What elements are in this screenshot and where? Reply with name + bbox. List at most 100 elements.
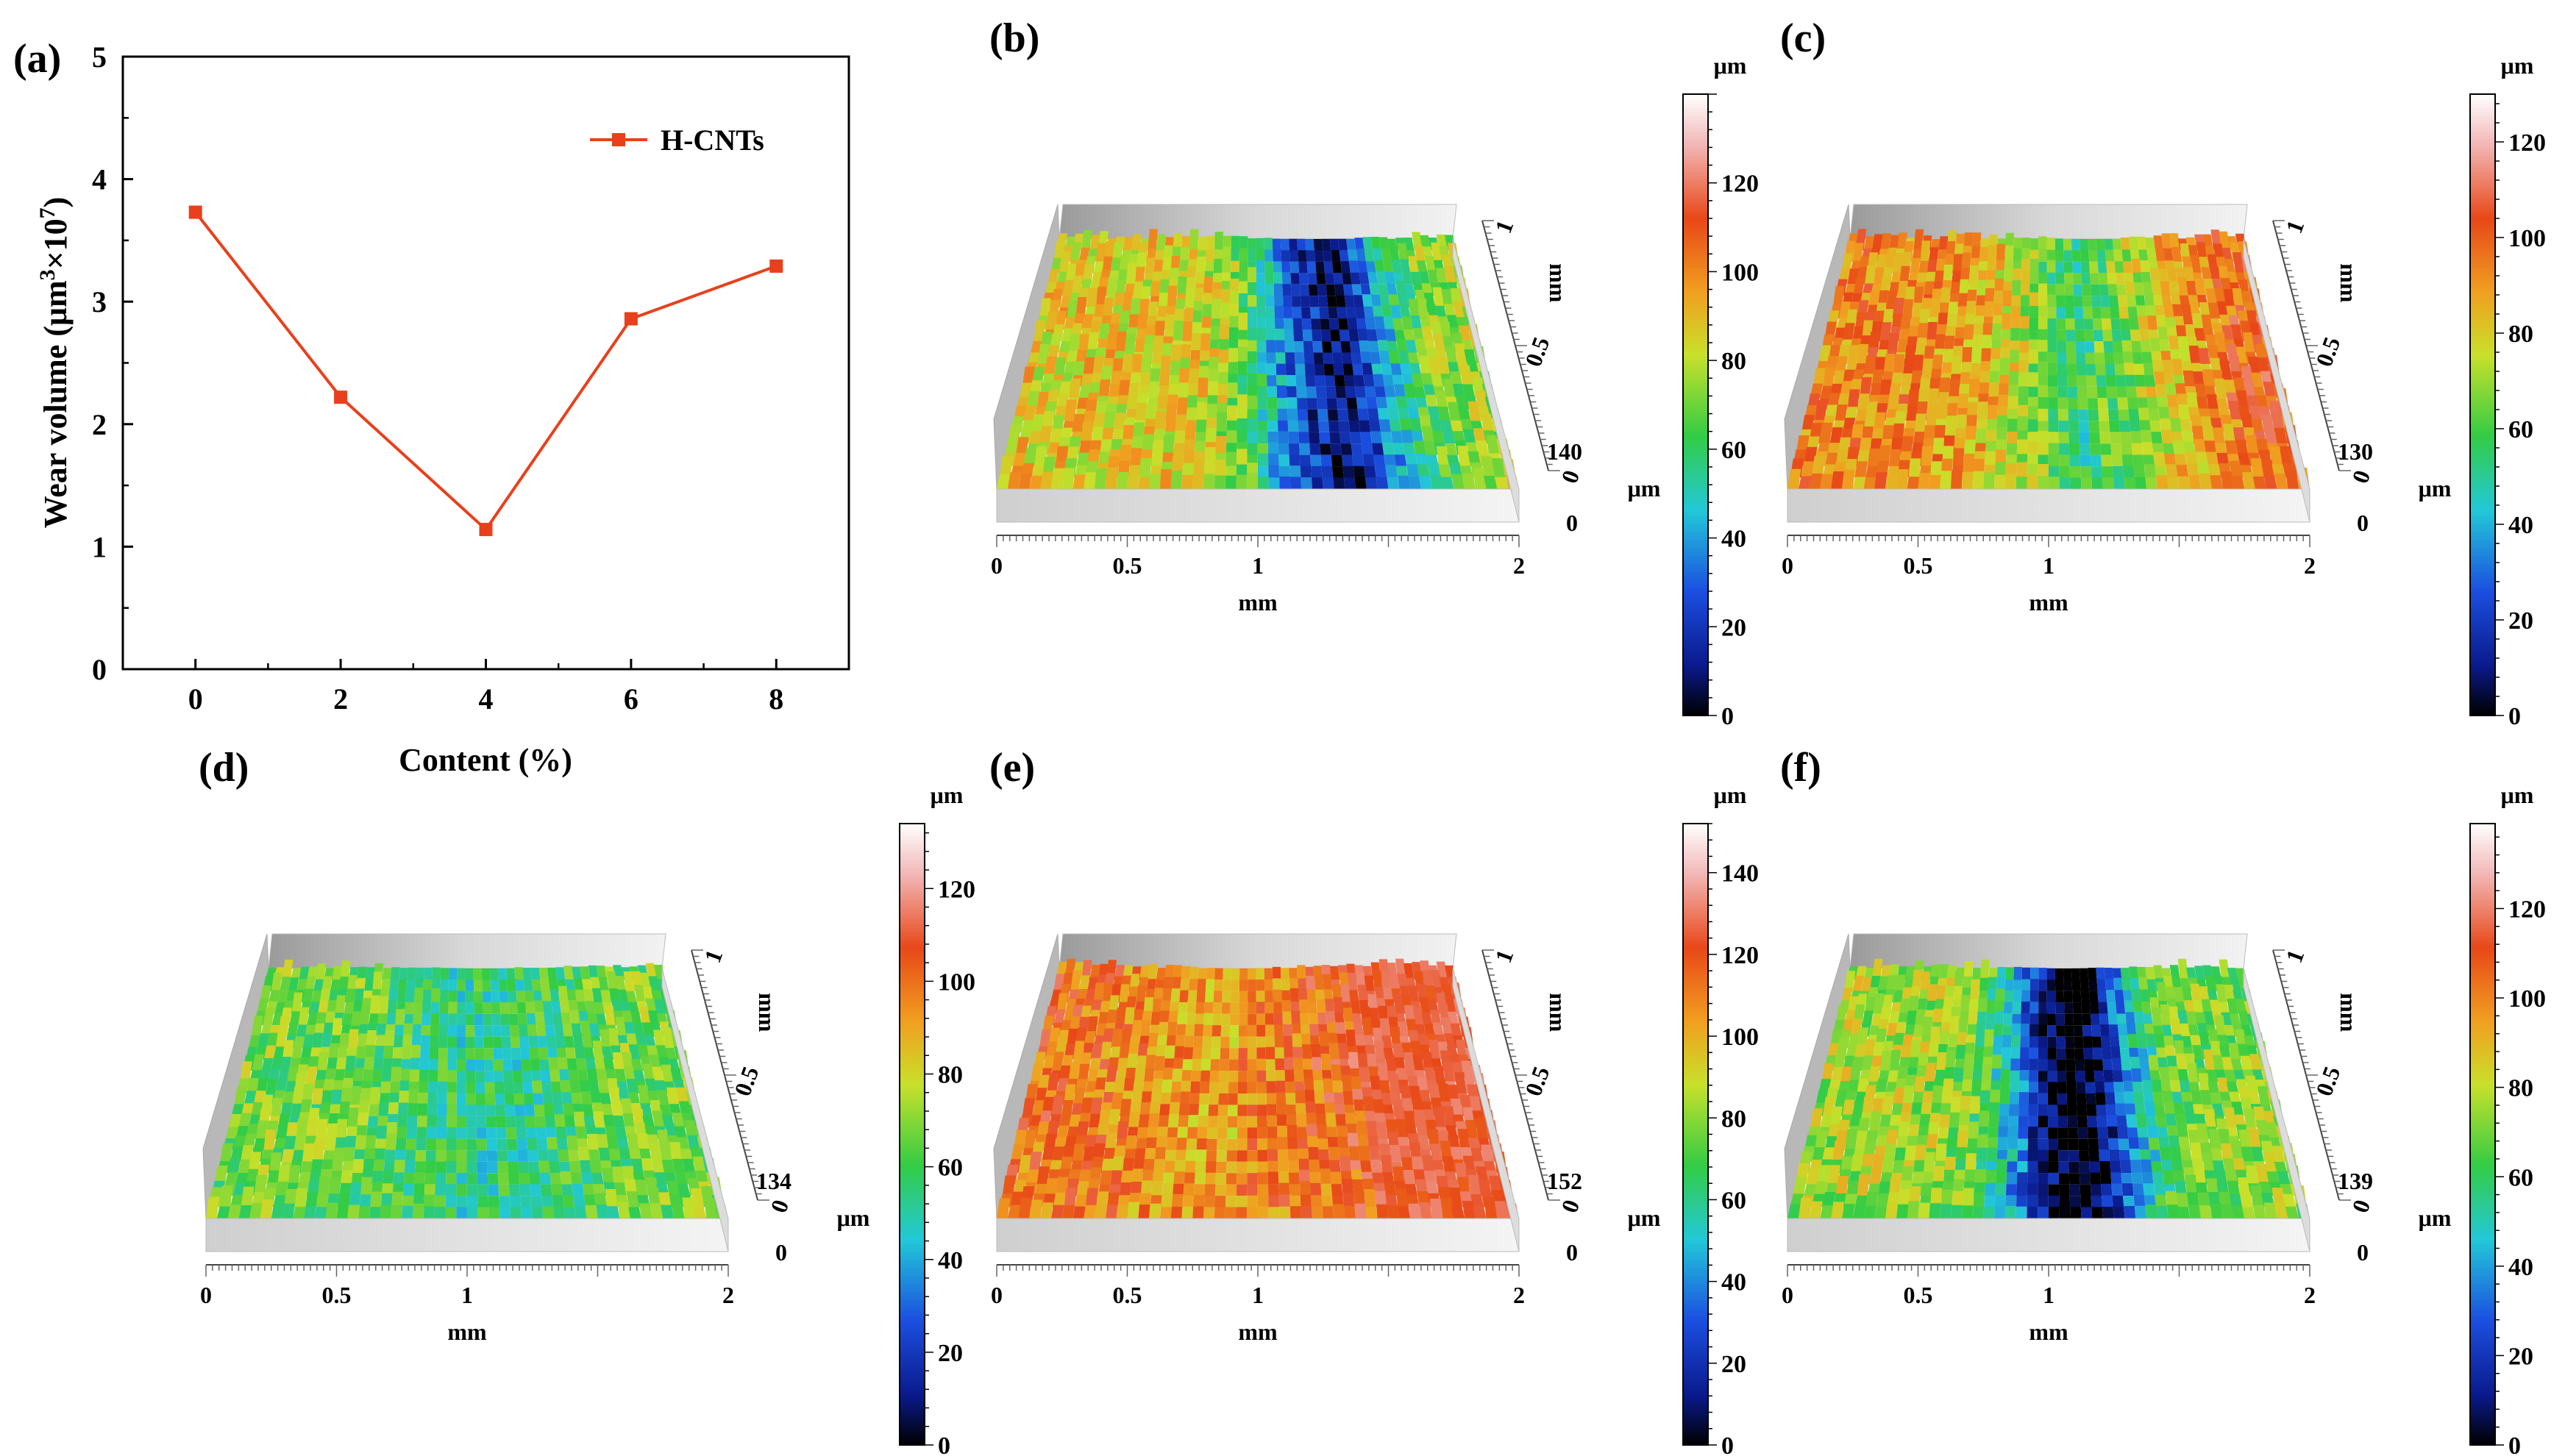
surface-cell — [2101, 454, 2113, 467]
surface-cell — [1257, 409, 1268, 421]
surface-cell — [1854, 461, 1868, 478]
surface-cell — [1083, 357, 1095, 376]
surface-cell — [1308, 1013, 1318, 1026]
surface-cell — [2091, 466, 2102, 478]
surface-cell — [1820, 474, 1834, 489]
surface-cell — [2261, 460, 2274, 478]
surface-cell — [396, 1115, 408, 1128]
surface-cell — [2064, 284, 2074, 296]
surface-cell — [1120, 1099, 1132, 1116]
surface-cell — [1237, 394, 1248, 410]
surface-cell — [1401, 316, 1413, 330]
surface-cell — [1300, 1013, 1309, 1026]
surface-cell — [1248, 238, 1256, 251]
surface-cell — [1329, 966, 1340, 980]
surface-cell — [1951, 355, 1962, 376]
surface-cell — [1185, 288, 1195, 307]
surface-cell — [2038, 397, 2049, 410]
surface-cell — [1373, 374, 1384, 387]
surface-cell — [1274, 1047, 1284, 1060]
surface-cell — [594, 1193, 607, 1207]
surface-cell — [2145, 238, 2155, 251]
surface-cell — [603, 1115, 616, 1128]
surface-cell — [1158, 385, 1170, 399]
surface-cell — [1387, 340, 1398, 353]
surface-cell — [1189, 1093, 1200, 1105]
surface-cell — [1170, 988, 1181, 1003]
surface-cell — [2057, 340, 2067, 353]
surface-cell — [2089, 261, 2099, 274]
surface-cell — [1323, 974, 1332, 991]
surface-cell — [2202, 425, 2215, 444]
surface-cell — [1329, 432, 1341, 444]
surface-cell — [1971, 232, 1982, 251]
surface-cell — [1408, 985, 1420, 1003]
surface-cell — [2238, 453, 2251, 467]
surface-cell — [1350, 432, 1362, 444]
surface-cell — [349, 1182, 362, 1196]
surface-cell — [1085, 989, 1096, 1003]
surface-cell — [2124, 374, 2136, 387]
surface-cell — [2038, 454, 2049, 467]
surface-cell — [598, 1147, 611, 1162]
surface-cell — [553, 1024, 564, 1037]
surface-cell — [1155, 249, 1165, 262]
surface-cell — [226, 1127, 239, 1139]
surface-cell — [1220, 324, 1229, 342]
surface-cell — [540, 1069, 551, 1082]
surface-cell — [583, 1116, 596, 1128]
surface-cell — [1202, 1036, 1212, 1049]
surface-cell — [1230, 991, 1239, 1003]
surface-cell — [1398, 407, 1410, 421]
surface-cell — [1275, 340, 1285, 353]
surface-cell — [372, 1171, 384, 1185]
surface-cell — [2141, 271, 2152, 285]
surface-cell — [1226, 420, 1237, 432]
surface-cell — [494, 1082, 505, 1093]
surface-cell — [2135, 295, 2146, 307]
surface-cell — [1468, 401, 1481, 421]
surface-cell — [426, 1127, 437, 1139]
colorbar-tick-label: 120 — [2508, 129, 2546, 157]
surface-cell — [379, 1093, 390, 1105]
surface-cell — [2012, 280, 2021, 296]
surface-cell — [506, 1138, 518, 1151]
surface-cell — [1068, 333, 1081, 353]
surface-cell — [1082, 314, 1094, 330]
surface-cell — [1978, 261, 1988, 274]
surface-cell — [1148, 1032, 1159, 1049]
surface-cell — [456, 1093, 466, 1105]
surface-cell — [431, 988, 441, 1003]
surface-cell — [1169, 375, 1180, 387]
surface-cell — [2113, 340, 2124, 353]
surface-cell — [214, 1166, 228, 1185]
panel-a-legend: H-CNTs — [590, 124, 764, 157]
surface-cell — [1338, 1043, 1349, 1060]
surface-cell — [590, 1091, 602, 1105]
surface-cell — [626, 1191, 639, 1207]
surface-cell — [1393, 993, 1404, 1014]
surface-cell — [1071, 275, 1083, 296]
surface-cell — [292, 1086, 305, 1105]
surface-cell — [1428, 463, 1441, 478]
surface-cell — [1327, 409, 1339, 421]
surface-cell — [1476, 440, 1490, 455]
surface-cell — [1115, 1007, 1126, 1026]
surface-cell — [2074, 329, 2085, 342]
surface-cell — [2111, 454, 2123, 467]
surface-cell — [1236, 1184, 1248, 1196]
surface-cell — [1180, 978, 1190, 991]
surface-cell — [703, 1197, 718, 1218]
back-wall — [1059, 204, 1457, 240]
surface-cell — [405, 1149, 416, 1162]
surface-cell — [438, 1035, 448, 1049]
surface-cell — [1236, 1196, 1248, 1207]
surface-cell — [633, 1070, 645, 1082]
surface-cell — [474, 1025, 484, 1037]
front-face — [996, 488, 1520, 523]
surface-cell — [1256, 362, 1267, 376]
surface-cell — [466, 1059, 476, 1071]
surface-cell — [2146, 386, 2157, 399]
surface-cell — [477, 1173, 488, 1185]
surface-cell — [598, 977, 609, 991]
